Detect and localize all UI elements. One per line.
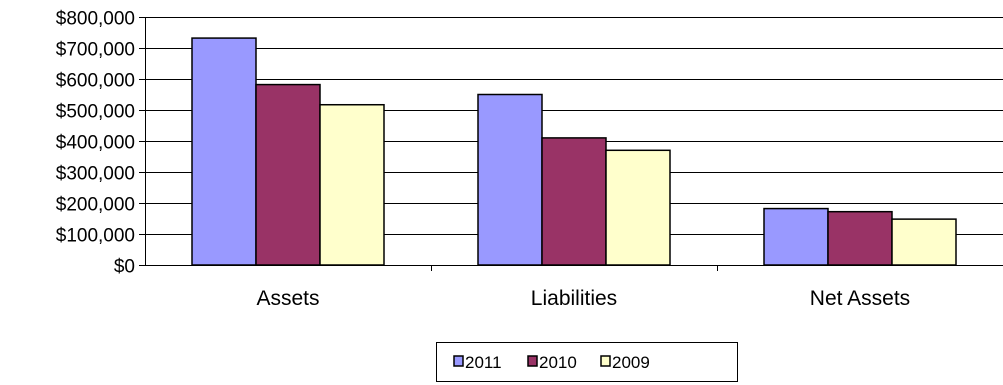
y-tick-label: $500,000	[56, 102, 135, 123]
bar-2011-net-assets	[763, 207, 829, 266]
y-tick-label: $0	[114, 257, 135, 278]
bars	[191, 37, 957, 266]
bar-2011-liabilities	[477, 93, 543, 266]
y-tick-label: $700,000	[56, 40, 135, 61]
y-tick-label: $200,000	[56, 195, 135, 216]
bar-2009-liabilities	[605, 149, 671, 266]
legend: 2011 2010 2009	[436, 342, 738, 382]
legend-label-2010: 2010	[539, 353, 577, 372]
y-tick-label: $600,000	[56, 71, 135, 92]
legend-label-2009: 2009	[612, 353, 650, 372]
bar-2009-assets	[319, 103, 385, 266]
y-tick-label: $300,000	[56, 164, 135, 185]
legend-box	[436, 342, 738, 382]
bar-2010-liabilities	[541, 137, 607, 266]
axes	[139, 17, 1003, 271]
x-category-label: Net Assets	[810, 287, 910, 310]
x-category-label: Liabilities	[531, 287, 617, 310]
legend-swatch-2010	[527, 355, 538, 367]
bar-2011-assets	[191, 37, 257, 266]
legend-swatch-2011	[453, 355, 464, 367]
x-category-labels: Assets Liabilities Net Assets	[256, 287, 910, 310]
y-tick-label: $800,000	[56, 9, 135, 30]
bar-2010-net-assets	[827, 210, 893, 266]
legend-swatch-2009	[600, 355, 611, 367]
y-tick-label: $400,000	[56, 133, 135, 154]
bar-2010-assets	[255, 83, 321, 266]
y-tick-labels: $0 $100,000 $200,000 $300,000 $400,000 $500,0…	[56, 9, 135, 278]
bar-2009-net-assets	[891, 218, 957, 266]
x-category-label: Assets	[256, 287, 319, 310]
y-tick-label: $100,000	[56, 226, 135, 247]
legend-label-2011: 2011	[465, 353, 502, 372]
